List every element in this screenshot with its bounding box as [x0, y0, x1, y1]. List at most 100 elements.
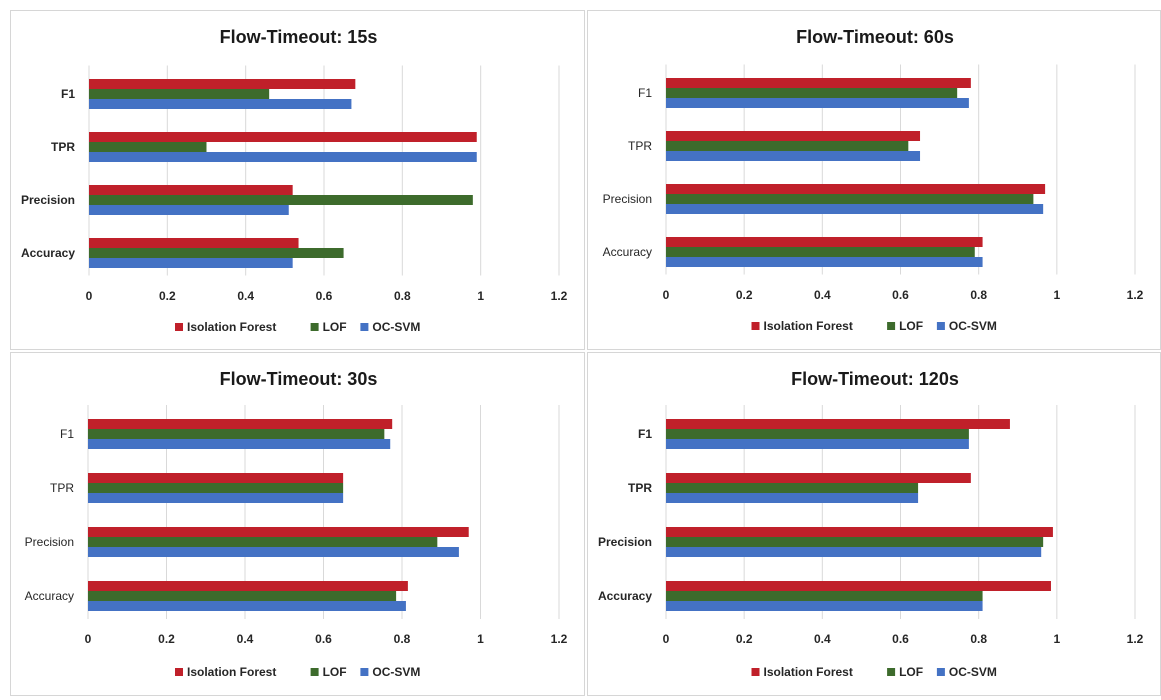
legend-swatch-oc-svm [936, 668, 945, 676]
x-tick-label: 0.2 [736, 632, 753, 646]
category-label-f1: F1 [60, 427, 74, 441]
x-tick-label: 0.2 [736, 288, 753, 302]
bar-oc-svm-f1 [666, 439, 969, 449]
x-tick-label: 0.4 [814, 288, 831, 302]
category-label-precision: Precision [21, 193, 75, 207]
bar-oc-svm-precision [666, 547, 1042, 557]
legend-swatch-isolation-forest [751, 322, 760, 330]
x-tick-label: 1.2 [1127, 632, 1144, 646]
x-tick-label: 1.2 [551, 632, 568, 646]
x-tick-label: 0.6 [892, 632, 909, 646]
x-tick-label: 0 [663, 288, 670, 302]
legend-label-lof: LOF [323, 665, 347, 679]
bar-lof-tpr [666, 483, 919, 493]
bar-lof-tpr [88, 483, 344, 493]
legend-label-oc-svm: OC-SVM [372, 320, 420, 334]
bar-oc-svm-f1 [89, 99, 352, 109]
category-label-precision: Precision [598, 535, 652, 549]
bar-oc-svm-f1 [88, 439, 391, 449]
legend-label-isolation-forest: Isolation Forest [187, 665, 276, 679]
legend-swatch-oc-svm [360, 668, 369, 676]
bar-oc-svm-tpr [89, 152, 477, 162]
bar-lof-precision [88, 537, 438, 547]
category-label-accuracy: Accuracy [21, 246, 75, 260]
chart-title: Flow-Timeout: 15s [220, 27, 378, 47]
legend-label-oc-svm: OC-SVM [949, 665, 997, 679]
bar-lof-f1 [89, 89, 270, 99]
legend-swatch-isolation-forest [175, 668, 183, 676]
category-label-tpr: TPR [50, 481, 74, 495]
x-tick-label: 1.2 [551, 289, 568, 303]
bar-oc-svm-precision [89, 205, 289, 215]
bar-lof-accuracy [666, 247, 975, 257]
x-tick-label: 0.4 [814, 632, 831, 646]
bar-lof-precision [666, 194, 1034, 204]
x-tick-label: 0.4 [237, 632, 254, 646]
bar-oc-svm-tpr [666, 151, 921, 161]
bar-lof-precision [89, 195, 473, 205]
x-tick-label: 0 [663, 632, 670, 646]
x-tick-label: 0.6 [892, 288, 909, 302]
legend-swatch-oc-svm [936, 322, 945, 330]
legend-swatch-lof [887, 322, 896, 330]
bar-isolation-forest-precision [88, 527, 469, 537]
category-label-precision: Precision [603, 192, 652, 206]
bar-lof-tpr [666, 141, 909, 151]
category-label-tpr: TPR [628, 139, 652, 153]
chart-svg: Flow-Timeout: 60s 0 0.2 0.4 0.6 0.8 1 1.2 F1 TPR P… [603, 27, 1144, 333]
bar-isolation-forest-precision [666, 527, 1053, 537]
bar-isolation-forest-accuracy [89, 238, 299, 248]
chart-title: Flow-Timeout: 60s [796, 27, 954, 47]
x-tick-label: 1 [477, 289, 484, 303]
bar-isolation-forest-tpr [88, 473, 344, 483]
bar-isolation-forest-f1 [666, 78, 971, 88]
x-tick-label: 0.8 [970, 632, 987, 646]
bar-oc-svm-accuracy [666, 601, 983, 611]
bar-isolation-forest-tpr [666, 473, 971, 483]
x-tick-label: 0.6 [315, 632, 332, 646]
bar-oc-svm-accuracy [666, 257, 983, 267]
x-tick-label: 0 [86, 289, 93, 303]
chart-panel-60s: Flow-Timeout: 60s 0 0.2 0.4 0.6 0.8 1 1.2 F1 TPR P… [587, 10, 1161, 350]
category-label-precision: Precision [25, 535, 74, 549]
x-tick-label: 0.8 [394, 289, 411, 303]
bar-isolation-forest-accuracy [666, 581, 1051, 591]
legend-label-lof: LOF [899, 319, 923, 333]
bar-lof-accuracy [88, 591, 397, 601]
x-tick-label: 1 [1053, 288, 1060, 302]
category-label-accuracy: Accuracy [598, 589, 652, 603]
bar-isolation-forest-f1 [89, 79, 356, 89]
bar-oc-svm-precision [666, 204, 1044, 214]
legend-swatch-isolation-forest [751, 668, 760, 676]
bar-oc-svm-f1 [666, 98, 969, 108]
category-label-tpr: TPR [628, 481, 652, 495]
x-tick-label: 0 [85, 632, 92, 646]
x-tick-label: 0.2 [158, 632, 175, 646]
legend-label-oc-svm: OC-SVM [949, 319, 997, 333]
x-tick-label: 1 [477, 632, 484, 646]
bar-isolation-forest-tpr [666, 131, 921, 141]
chart-svg: Flow-Timeout: 15s 0 0.2 0.4 0.6 0.8 1 1.2 F1 TPR P… [21, 27, 568, 334]
legend-swatch-lof [310, 323, 319, 331]
bar-isolation-forest-precision [666, 184, 1046, 194]
legend-label-isolation-forest: Isolation Forest [764, 319, 853, 333]
chart-title: Flow-Timeout: 120s [791, 369, 959, 389]
bar-lof-f1 [666, 429, 969, 439]
bar-lof-f1 [88, 429, 385, 439]
chart-panel-30s: Flow-Timeout: 30s 0 0.2 0.4 0.6 0.8 1 1.2 F1 TPR P… [10, 352, 585, 696]
legend-swatch-isolation-forest [175, 323, 183, 331]
chart-svg: Flow-Timeout: 30s 0 0.2 0.4 0.6 0.8 1 1.2 F1 TPR P… [25, 369, 568, 679]
legend-label-lof: LOF [899, 665, 923, 679]
chart-panel-120s: Flow-Timeout: 120s 0 0.2 0.4 0.6 0.8 1 1.2 F1 TPR… [587, 352, 1161, 696]
bar-oc-svm-accuracy [88, 601, 406, 611]
x-tick-label: 0.8 [394, 632, 411, 646]
x-tick-label: 1 [1053, 632, 1060, 646]
bar-lof-f1 [666, 88, 958, 98]
legend-swatch-oc-svm [360, 323, 369, 331]
chart-svg: Flow-Timeout: 120s 0 0.2 0.4 0.6 0.8 1 1.2 F1 TPR… [598, 369, 1144, 679]
bar-oc-svm-tpr [666, 493, 919, 503]
legend-label-oc-svm: OC-SVM [372, 665, 420, 679]
category-label-f1: F1 [638, 427, 652, 441]
legend-swatch-lof [887, 668, 896, 676]
